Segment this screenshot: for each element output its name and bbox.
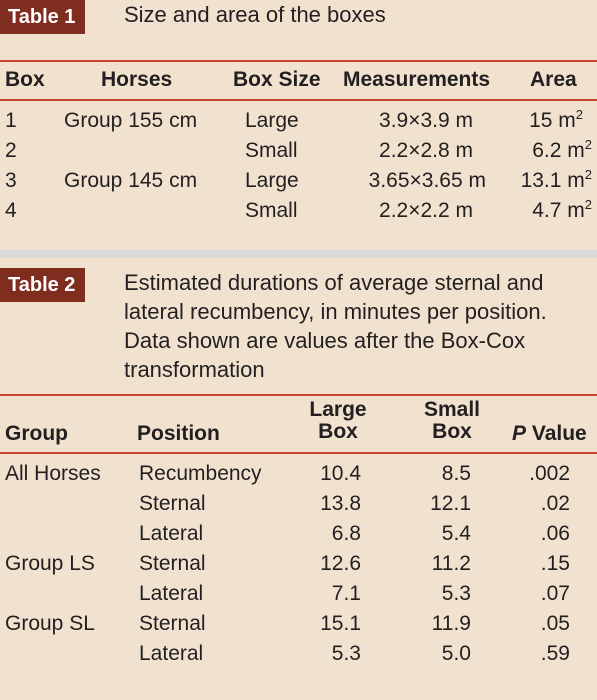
box-number: 3 <box>5 169 17 192</box>
table-1: Table 1 Size and area of the boxes Box H… <box>0 0 597 250</box>
small-box-value: 5.4 <box>441 522 471 545</box>
large-box-value: 12.6 <box>320 552 361 575</box>
p-value: .59 <box>540 642 570 665</box>
small-box-value: 11.9 <box>431 612 471 635</box>
col-header-small-box: Small Box <box>423 398 481 443</box>
divider <box>0 452 597 454</box>
horses-group: Group 155 cm <box>64 109 198 132</box>
box-size: Large <box>245 109 299 132</box>
col-header-box-size: Box Size <box>233 68 321 91</box>
position-label: Sternal <box>139 492 206 515</box>
area: 15 m2 <box>529 107 583 132</box>
large-box-value: 7.1 <box>331 582 361 605</box>
divider <box>0 60 597 62</box>
group-label: Group SL <box>5 612 95 635</box>
small-box-value: 5.0 <box>441 642 471 665</box>
divider <box>0 394 597 396</box>
table-2: Table 2 Estimated durations of average s… <box>0 266 597 700</box>
box-number: 1 <box>5 109 17 132</box>
area: 13.1 m2 <box>520 167 592 192</box>
large-box-value: 10.4 <box>320 462 361 485</box>
col-header-box: Box <box>5 68 45 91</box>
col-header-position: Position <box>137 422 220 445</box>
table-2-caption: Estimated durations of average sternal a… <box>124 270 547 382</box>
col-header-group: Group <box>5 422 68 445</box>
area: 4.7 m2 <box>532 197 592 222</box>
p-value: .07 <box>540 582 570 605</box>
table-1-caption: Size and area of the boxes <box>124 2 386 27</box>
box-size: Large <box>245 169 299 192</box>
large-box-value: 15.1 <box>320 612 361 635</box>
position-label: Sternal <box>139 552 206 575</box>
small-box-value: 8.5 <box>441 462 471 485</box>
large-box-value: 6.8 <box>331 522 361 545</box>
p-value: .02 <box>540 492 570 515</box>
measurements: 2.2×2.2 m <box>379 199 473 222</box>
col-header-p-value: P Value <box>512 422 587 445</box>
small-box-value: 5.3 <box>441 582 471 605</box>
divider <box>0 99 597 101</box>
area: 6.2 m2 <box>532 137 592 162</box>
box-number: 2 <box>5 139 17 162</box>
small-box-value: 11.2 <box>431 552 471 575</box>
table-1-tag: Table 1 <box>0 0 86 34</box>
position-label: Lateral <box>139 522 204 545</box>
box-size: Small <box>245 199 298 222</box>
measurements: 3.9×3.9 m <box>379 109 473 132</box>
position-label: Lateral <box>139 642 204 665</box>
large-box-value: 5.3 <box>331 642 361 665</box>
box-number: 4 <box>5 199 17 222</box>
p-value: .002 <box>529 462 570 485</box>
box-size: Small <box>245 139 298 162</box>
group-label: Group LS <box>5 552 95 575</box>
horses-group: Group 145 cm <box>64 169 198 192</box>
col-header-large-box: Large Box <box>309 398 367 443</box>
measurements: 2.2×2.8 m <box>379 139 473 162</box>
position-label: Recumbency <box>139 462 262 485</box>
col-header-area: Area <box>530 68 577 91</box>
position-label: Lateral <box>139 582 204 605</box>
measurements: 3.65×3.65 m <box>368 169 486 192</box>
position-label: Sternal <box>139 612 206 635</box>
p-value: .15 <box>540 552 570 575</box>
p-value: .05 <box>540 612 570 635</box>
col-header-measurements: Measurements <box>343 68 491 91</box>
col-header-horses: Horses <box>101 68 173 91</box>
table-separator <box>0 250 597 258</box>
group-label: All Horses <box>5 462 101 485</box>
table-2-tag: Table 2 <box>0 268 86 302</box>
p-value: .06 <box>540 522 570 545</box>
large-box-value: 13.8 <box>320 492 361 515</box>
small-box-value: 12.1 <box>430 492 471 515</box>
